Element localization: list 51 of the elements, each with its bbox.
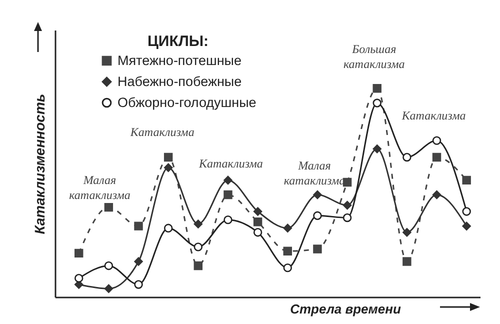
point (134, 257, 143, 266)
point (283, 224, 292, 233)
legend-label: Обжорно-голодушные (118, 94, 256, 110)
point (164, 224, 173, 233)
point (253, 228, 262, 237)
point (372, 98, 382, 108)
point (253, 207, 262, 216)
point (342, 200, 352, 210)
point (372, 84, 382, 93)
point (402, 228, 412, 237)
point (313, 244, 322, 254)
point (372, 144, 382, 154)
y-axis-title: Катаклизменность (32, 94, 48, 234)
point (253, 218, 262, 226)
point (402, 257, 412, 266)
annotation: Катаклизма (400, 108, 466, 123)
annotation: Катаклизма (198, 156, 263, 170)
point (342, 213, 352, 222)
legend-label: Мятежно-потешные (118, 52, 242, 68)
annotation: Малая катаклизма (69, 173, 130, 202)
point (432, 190, 442, 200)
legend-title: ЦИКЛЫ: (147, 33, 209, 50)
point (194, 220, 203, 228)
point (402, 152, 412, 162)
point (432, 152, 442, 162)
point (164, 163, 173, 172)
point (74, 274, 84, 283)
x-axis-title: Стрела времени (290, 302, 401, 316)
point (283, 246, 292, 256)
point (134, 280, 143, 289)
point (313, 211, 322, 220)
point (224, 176, 232, 185)
point (224, 215, 232, 224)
point (224, 190, 232, 200)
point (432, 136, 442, 145)
point (194, 261, 203, 270)
point (194, 242, 203, 252)
point (104, 261, 114, 270)
text: Большая катаклизма (343, 42, 405, 71)
point (462, 176, 471, 185)
point (164, 152, 173, 162)
point (313, 190, 322, 200)
point (104, 202, 114, 212)
point (462, 207, 471, 216)
point (104, 284, 114, 294)
legend-label: Набежно-побежные (118, 74, 242, 89)
point (462, 222, 471, 230)
point (283, 263, 292, 272)
point (134, 222, 143, 230)
point (74, 248, 84, 258)
annotation: Катаклизма (129, 125, 194, 140)
